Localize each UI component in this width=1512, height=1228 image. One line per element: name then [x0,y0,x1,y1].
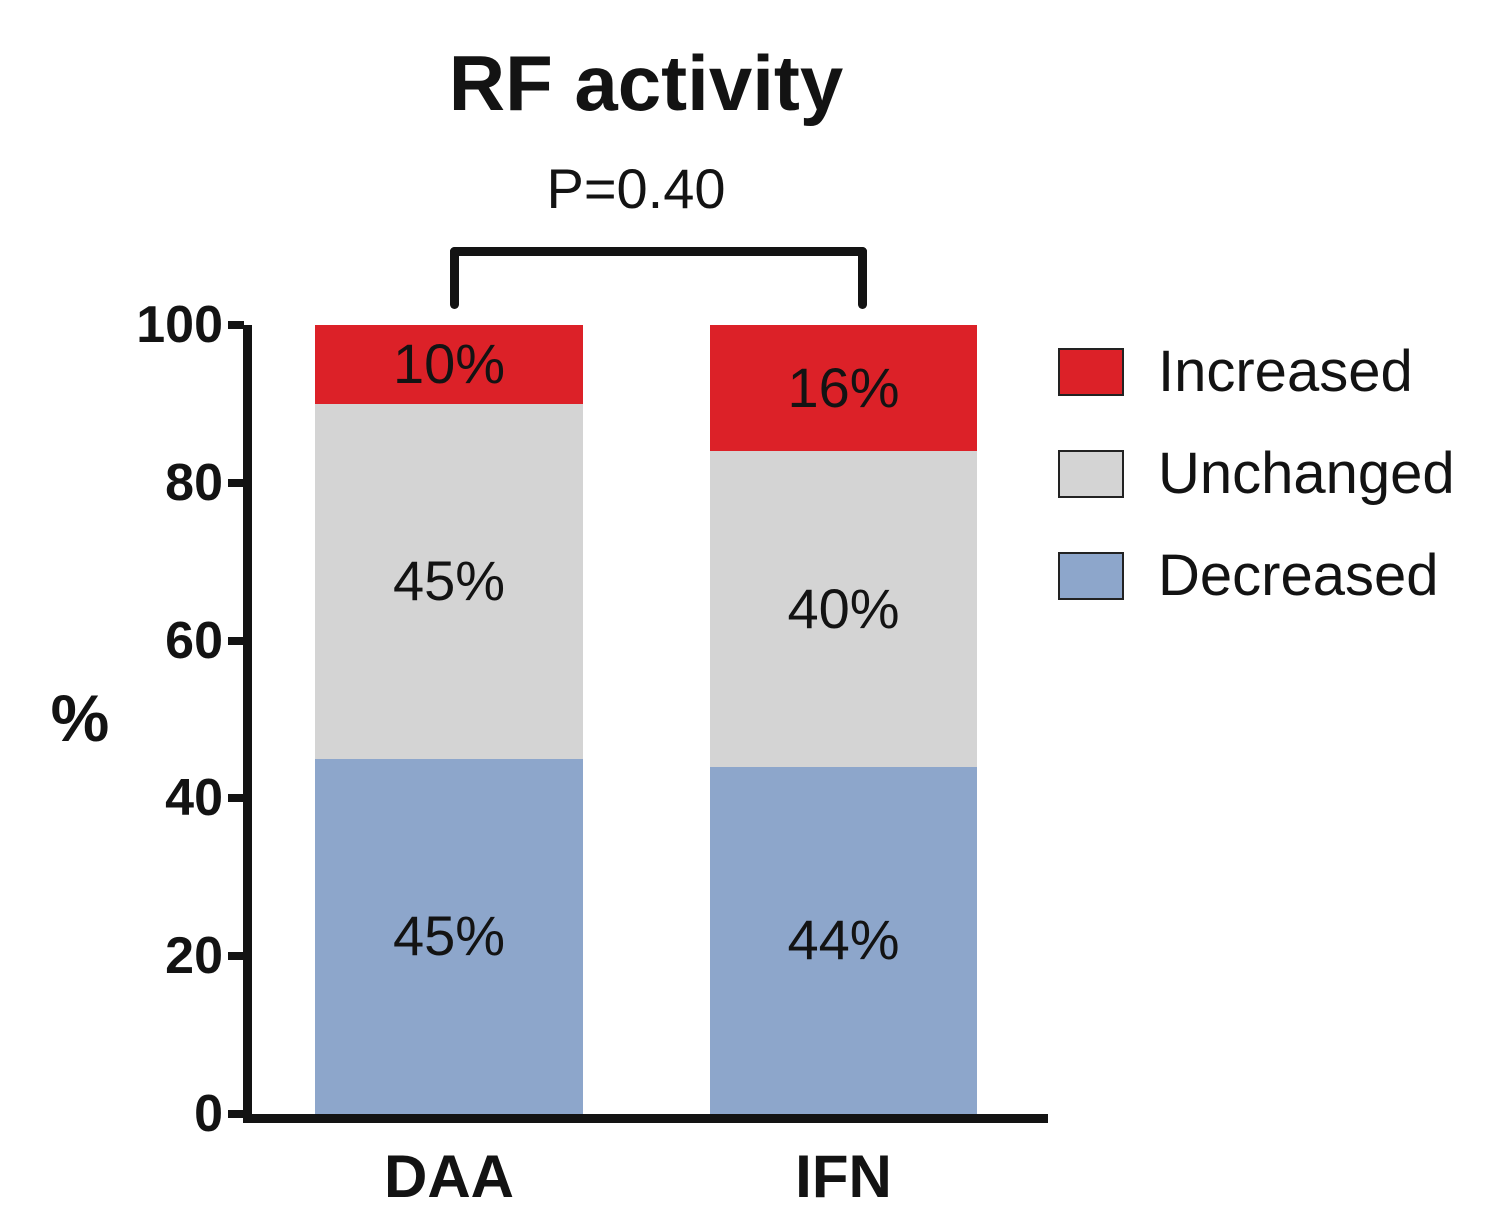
x-category-label-daa: DAA [384,1143,514,1210]
bar-daa: 10% 45% 45% [315,325,583,1114]
y-tick-mark [228,1110,244,1118]
legend-swatch [1058,552,1124,600]
legend-label: Increased [1158,339,1413,404]
legend-swatch [1058,450,1124,498]
segment-unchanged-daa: 45% [315,403,583,759]
x-category-label-ifn: IFN [795,1143,892,1210]
y-tick-mark [228,321,244,329]
legend-swatch [1058,348,1124,396]
segment-decreased-daa: 45% [315,758,583,1114]
bar-ifn: 16% 40% 44% [710,325,977,1114]
segment-value-label: 10% [392,332,506,396]
plot-area: 100 80 60 40 20 0 10% 45% 45% 16% 40% 44% [136,299,1048,1140]
legend-label: Decreased [1158,543,1439,608]
y-tick-label: 60 [165,611,223,670]
legend-label: Unchanged [1158,441,1455,506]
segment-value-label: 16% [787,356,900,420]
chart-title: RF activity [448,39,844,127]
y-tick-label: 40 [165,769,223,828]
segment-increased-ifn: 16% [710,325,977,452]
segment-increased-daa: 10% [315,325,583,404]
y-tick-label: 20 [165,927,223,986]
y-tick-mark [228,952,244,961]
y-tick-label: 80 [165,453,223,512]
segment-value-label: 40% [787,577,900,641]
y-tick-label: 0 [194,1085,223,1143]
legend-item-decreased: Decreased [1058,547,1455,605]
legend-item-unchanged: Unchanged [1058,445,1455,503]
legend-item-increased: Increased [1058,343,1455,401]
segment-value-label: 45% [392,549,506,613]
y-tick-label: 100 [136,296,223,354]
p-value-annotation: P=0.40 [546,157,726,220]
segment-unchanged-ifn: 40% [710,451,977,767]
comparison-bracket-left-leg [450,247,459,309]
comparison-bracket [450,247,867,256]
segment-value-label: 44% [787,908,900,972]
y-axis-label: % [50,681,110,755]
y-tick-mark [228,478,244,487]
segment-decreased-ifn: 44% [710,766,977,1114]
y-tick-mark [228,636,244,645]
y-tick-mark [228,794,244,803]
comparison-bracket-right-leg [858,247,867,309]
segment-value-label: 45% [392,904,506,968]
legend: Increased Unchanged Decreased [1058,343,1455,654]
